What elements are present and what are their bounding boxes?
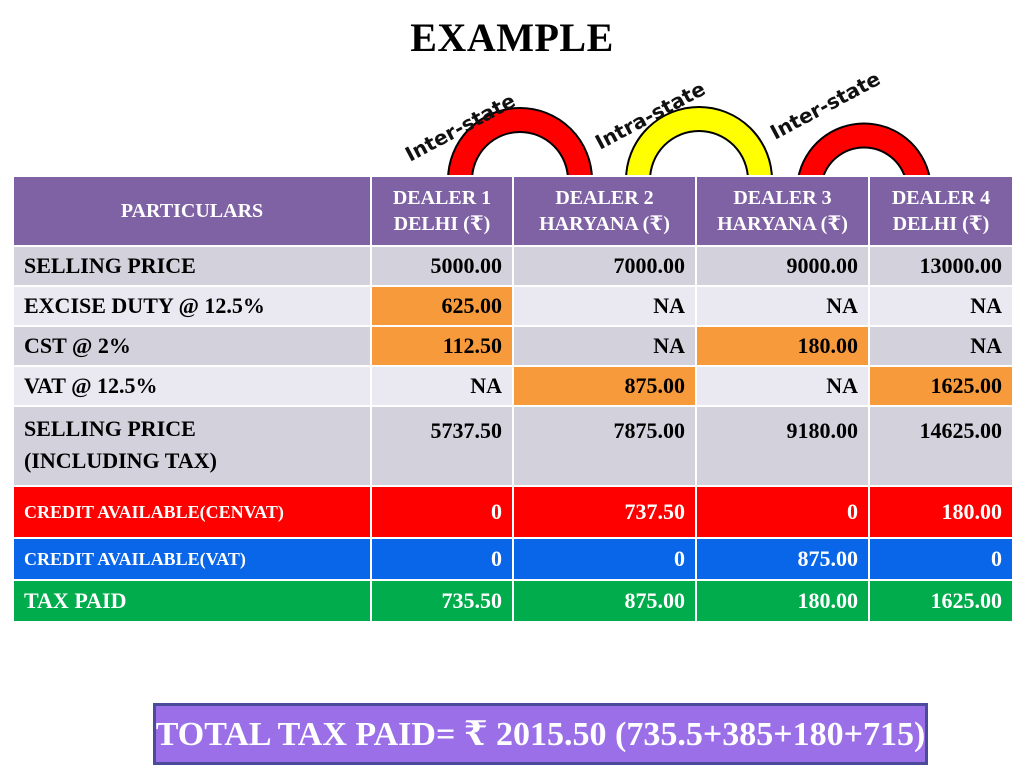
tax-table: PARTICULARS DEALER 1 DELHI (₹) DEALER 2 HA… bbox=[12, 175, 1014, 623]
table-row-credit-vat: CREDIT AVAILABLE(VAT) 0 0 875.00 0 bbox=[12, 537, 1014, 581]
cell: 0 bbox=[868, 537, 1014, 581]
cell: 0 bbox=[695, 485, 870, 539]
cell: NA bbox=[868, 285, 1014, 327]
row-label: EXCISE DUTY @ 12.5% bbox=[12, 285, 372, 327]
row-label: VAT @ 12.5% bbox=[12, 365, 372, 407]
cell-highlighted: 625.00 bbox=[370, 285, 514, 327]
cell: 5737.50 bbox=[370, 405, 514, 487]
cell: 0 bbox=[370, 485, 514, 539]
cell-highlighted: 180.00 bbox=[695, 325, 870, 367]
transaction-arcs: Inter-state Intra-state Inter-state bbox=[401, 70, 931, 180]
header-dealer-1: DEALER 1 DELHI (₹) bbox=[370, 175, 514, 247]
table-row-cst: CST @ 2% 112.50 NA 180.00 NA bbox=[12, 325, 1014, 367]
table-row-selling-price: SELLING PRICE 5000.00 7000.00 9000.00 13… bbox=[12, 245, 1014, 287]
cell: 14625.00 bbox=[868, 405, 1014, 487]
header-dealer-4: DEALER 4 DELHI (₹) bbox=[868, 175, 1014, 247]
cell: 1625.00 bbox=[868, 579, 1014, 623]
cell: NA bbox=[868, 325, 1014, 367]
row-label: TAX PAID bbox=[12, 579, 372, 623]
row-label: CREDIT AVAILABLE(CENVAT) bbox=[12, 485, 372, 539]
table-row-tax-paid: TAX PAID 735.50 875.00 180.00 1625.00 bbox=[12, 579, 1014, 623]
header-dealer-2: DEALER 2 HARYANA (₹) bbox=[512, 175, 697, 247]
table-row-excise-duty: EXCISE DUTY @ 12.5% 625.00 NA NA NA bbox=[12, 285, 1014, 327]
cell: 737.50 bbox=[512, 485, 697, 539]
header-dealer-3: DEALER 3 HARYANA (₹) bbox=[695, 175, 870, 247]
cell-highlighted: 112.50 bbox=[370, 325, 514, 367]
row-label: CST @ 2% bbox=[12, 325, 372, 367]
cell: 0 bbox=[370, 537, 514, 581]
table-row-selling-price-incl-tax: SELLING PRICE (INCLUDING TAX) 5737.50 787… bbox=[12, 405, 1014, 487]
cell: NA bbox=[695, 285, 870, 327]
cell: NA bbox=[512, 325, 697, 367]
cell-highlighted: 875.00 bbox=[512, 365, 697, 407]
cell-highlighted: 1625.00 bbox=[868, 365, 1014, 407]
cell: 9000.00 bbox=[695, 245, 870, 287]
cell: 180.00 bbox=[695, 579, 870, 623]
cell: NA bbox=[370, 365, 514, 407]
cell: 875.00 bbox=[695, 537, 870, 581]
cell: 13000.00 bbox=[868, 245, 1014, 287]
cell: 735.50 bbox=[370, 579, 514, 623]
cell: 7000.00 bbox=[512, 245, 697, 287]
cell: 0 bbox=[512, 537, 697, 581]
row-label: CREDIT AVAILABLE(VAT) bbox=[12, 537, 372, 581]
cell: 180.00 bbox=[868, 485, 1014, 539]
cell: 875.00 bbox=[512, 579, 697, 623]
cell: 7875.00 bbox=[512, 405, 697, 487]
cell: NA bbox=[695, 365, 870, 407]
page-title: EXAMPLE bbox=[410, 15, 614, 60]
table-header-row: PARTICULARS DEALER 1 DELHI (₹) DEALER 2 HA… bbox=[12, 175, 1014, 247]
table-row-credit-cenvat: CREDIT AVAILABLE(CENVAT) 0 737.50 0 180.… bbox=[12, 485, 1014, 539]
cell: 5000.00 bbox=[370, 245, 514, 287]
cell: NA bbox=[512, 285, 697, 327]
cell: 9180.00 bbox=[695, 405, 870, 487]
row-label: SELLING PRICE (INCLUDING TAX) bbox=[12, 405, 372, 487]
row-label: SELLING PRICE bbox=[12, 245, 372, 287]
table-row-vat: VAT @ 12.5% NA 875.00 NA 1625.00 bbox=[12, 365, 1014, 407]
total-tax-paid-box: TOTAL TAX PAID= ₹ 2015.50 (735.5+385+180… bbox=[153, 703, 928, 765]
header-particulars: PARTICULARS bbox=[12, 175, 372, 247]
